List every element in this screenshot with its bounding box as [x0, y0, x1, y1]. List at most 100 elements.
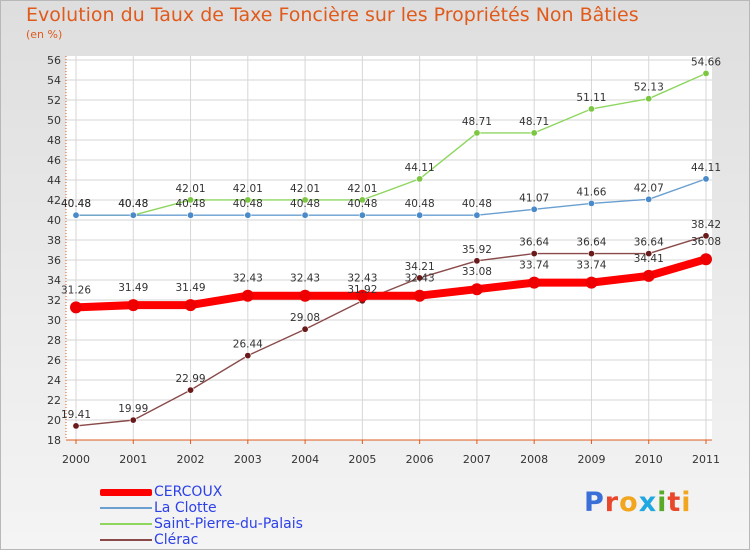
- data-point-la-clotte: [645, 195, 653, 203]
- data-label-la-clotte: 40.48: [233, 198, 263, 210]
- logo-letter: x: [638, 487, 658, 518]
- data-label-clerac: 31.92: [347, 284, 377, 296]
- data-label-la-clotte: 40.48: [290, 198, 320, 210]
- y-tick-label: 32: [47, 294, 61, 307]
- legend-label-cercoux: CERCOUX: [154, 484, 223, 500]
- data-label-clerac: 34.21: [405, 261, 435, 273]
- data-point-clerac: [301, 325, 309, 333]
- data-label-saint-pierre-du-palais: 42.01: [176, 183, 206, 195]
- data-label-saint-pierre-du-palais: 44.11: [405, 162, 435, 174]
- data-label-saint-pierre-du-palais: 40.48: [61, 198, 91, 210]
- data-point-la-clotte: [473, 211, 481, 219]
- data-point-cercoux: [356, 289, 369, 302]
- y-tick-label: 54: [47, 74, 61, 87]
- data-label-cercoux: 33.08: [462, 266, 492, 278]
- data-labels: 40.48 40.48 42.01 42.01 42.01 42.01 44.11 48.71…: [61, 56, 721, 420]
- data-point-la-clotte: [587, 199, 595, 207]
- logo-letter: o: [619, 487, 639, 518]
- data-label-cercoux: 31.49: [176, 282, 206, 294]
- data-point-saint-pierre-du-palais: [587, 105, 595, 113]
- series-lines: [70, 69, 712, 430]
- data-label-clerac: 36.64: [634, 237, 664, 249]
- data-point-clerac: [244, 352, 252, 360]
- data-label-la-clotte: 42.07: [634, 182, 664, 194]
- data-label-saint-pierre-du-palais: 51.11: [576, 92, 606, 104]
- data-label-clerac: 36.64: [576, 237, 606, 249]
- x-tick-label: 2008: [520, 453, 548, 466]
- data-label-cercoux: 34.41: [634, 253, 664, 265]
- data-label-clerac: 19.99: [118, 403, 148, 415]
- y-tick-label: 42: [47, 194, 61, 207]
- grid-lines: [66, 56, 712, 441]
- x-tick-label: 2010: [635, 453, 663, 466]
- data-label-saint-pierre-du-palais: 42.01: [347, 183, 377, 195]
- data-point-cercoux: [184, 299, 197, 312]
- x-tick-label: 2011: [692, 453, 720, 466]
- data-point-clerac: [473, 257, 481, 265]
- x-tick-label: 2006: [406, 453, 434, 466]
- legend-label-la-clotte: La Clotte: [154, 500, 217, 516]
- y-tick-label: 44: [47, 174, 61, 187]
- data-label-cercoux: 33.74: [576, 260, 606, 272]
- logo-letter: i: [657, 487, 668, 518]
- legend: CERCOUX La Clotte Saint-Pierre-du-Palais…: [100, 484, 340, 548]
- data-label-la-clotte: 40.48: [347, 198, 377, 210]
- y-tick-label: 20: [47, 414, 61, 427]
- data-label-la-clotte: 40.48: [61, 198, 91, 210]
- x-tick-label: 2009: [577, 453, 605, 466]
- y-tick-label: 50: [47, 114, 61, 127]
- y-tick-label: 40: [47, 214, 61, 227]
- data-point-clerac: [702, 232, 710, 240]
- data-label-clerac: 35.92: [462, 244, 492, 256]
- data-label-clerac: 26.44: [233, 339, 263, 351]
- data-point-saint-pierre-du-palais: [702, 69, 710, 77]
- data-point-clerac: [129, 416, 137, 424]
- y-tick-label: 18: [47, 434, 61, 447]
- data-point-cercoux: [585, 276, 598, 289]
- legend-item-la-clotte: La Clotte: [100, 500, 340, 516]
- data-label-saint-pierre-du-palais: 48.71: [462, 116, 492, 128]
- data-point-cercoux: [528, 276, 541, 289]
- series-line-la-clotte: [75, 178, 707, 216]
- legend-item-saint-pierre-du-palais: Saint-Pierre-du-Palais: [100, 516, 340, 532]
- data-label-cercoux: 32.43: [233, 273, 263, 285]
- data-label-cercoux: 36.08: [691, 236, 721, 248]
- data-point-saint-pierre-du-palais: [530, 129, 538, 137]
- y-tick-label: 52: [47, 94, 61, 107]
- data-label-clerac: 29.08: [290, 312, 320, 324]
- data-point-clerac: [645, 250, 653, 258]
- data-point-clerac: [72, 422, 80, 430]
- legend-label-saint-pierre-du-palais: Saint-Pierre-du-Palais: [154, 516, 303, 532]
- data-label-cercoux: 32.43: [347, 273, 377, 285]
- y-tick-label: 28: [47, 334, 61, 347]
- legend-item-clerac: Clérac: [100, 532, 340, 548]
- data-point-clerac: [530, 250, 538, 258]
- x-tick-label: 2000: [62, 453, 90, 466]
- data-point-saint-pierre-du-palais: [358, 196, 366, 204]
- data-point-la-clotte: [416, 211, 424, 219]
- data-label-saint-pierre-du-palais: 54.66: [691, 56, 721, 68]
- x-tick-label: 2004: [291, 453, 319, 466]
- legend-swatch-la-clotte: [100, 507, 152, 509]
- data-point-saint-pierre-du-palais: [187, 196, 195, 204]
- data-label-la-clotte: 41.07: [519, 192, 549, 204]
- y-axis-unit-label: (en %): [26, 28, 63, 41]
- series-line-saint-pierre-du-palais: [75, 72, 707, 216]
- x-tick-label: 2005: [348, 453, 376, 466]
- data-label-cercoux: 32.43: [290, 273, 320, 285]
- data-point-la-clotte: [358, 211, 366, 219]
- legend-swatch-clerac: [100, 539, 152, 541]
- data-point-cercoux: [470, 283, 483, 296]
- legend-item-cercoux: CERCOUX: [100, 484, 340, 500]
- data-point-clerac: [587, 250, 595, 258]
- data-point-la-clotte: [244, 211, 252, 219]
- data-point-saint-pierre-du-palais: [416, 175, 424, 183]
- data-point-cercoux: [413, 289, 426, 302]
- data-point-cercoux: [70, 301, 82, 314]
- data-point-clerac: [187, 386, 195, 394]
- y-tick-label: 24: [47, 374, 61, 387]
- x-tick-label: 2003: [234, 453, 262, 466]
- logo-letter: P: [584, 487, 605, 518]
- data-label-la-clotte: 40.48: [176, 198, 206, 210]
